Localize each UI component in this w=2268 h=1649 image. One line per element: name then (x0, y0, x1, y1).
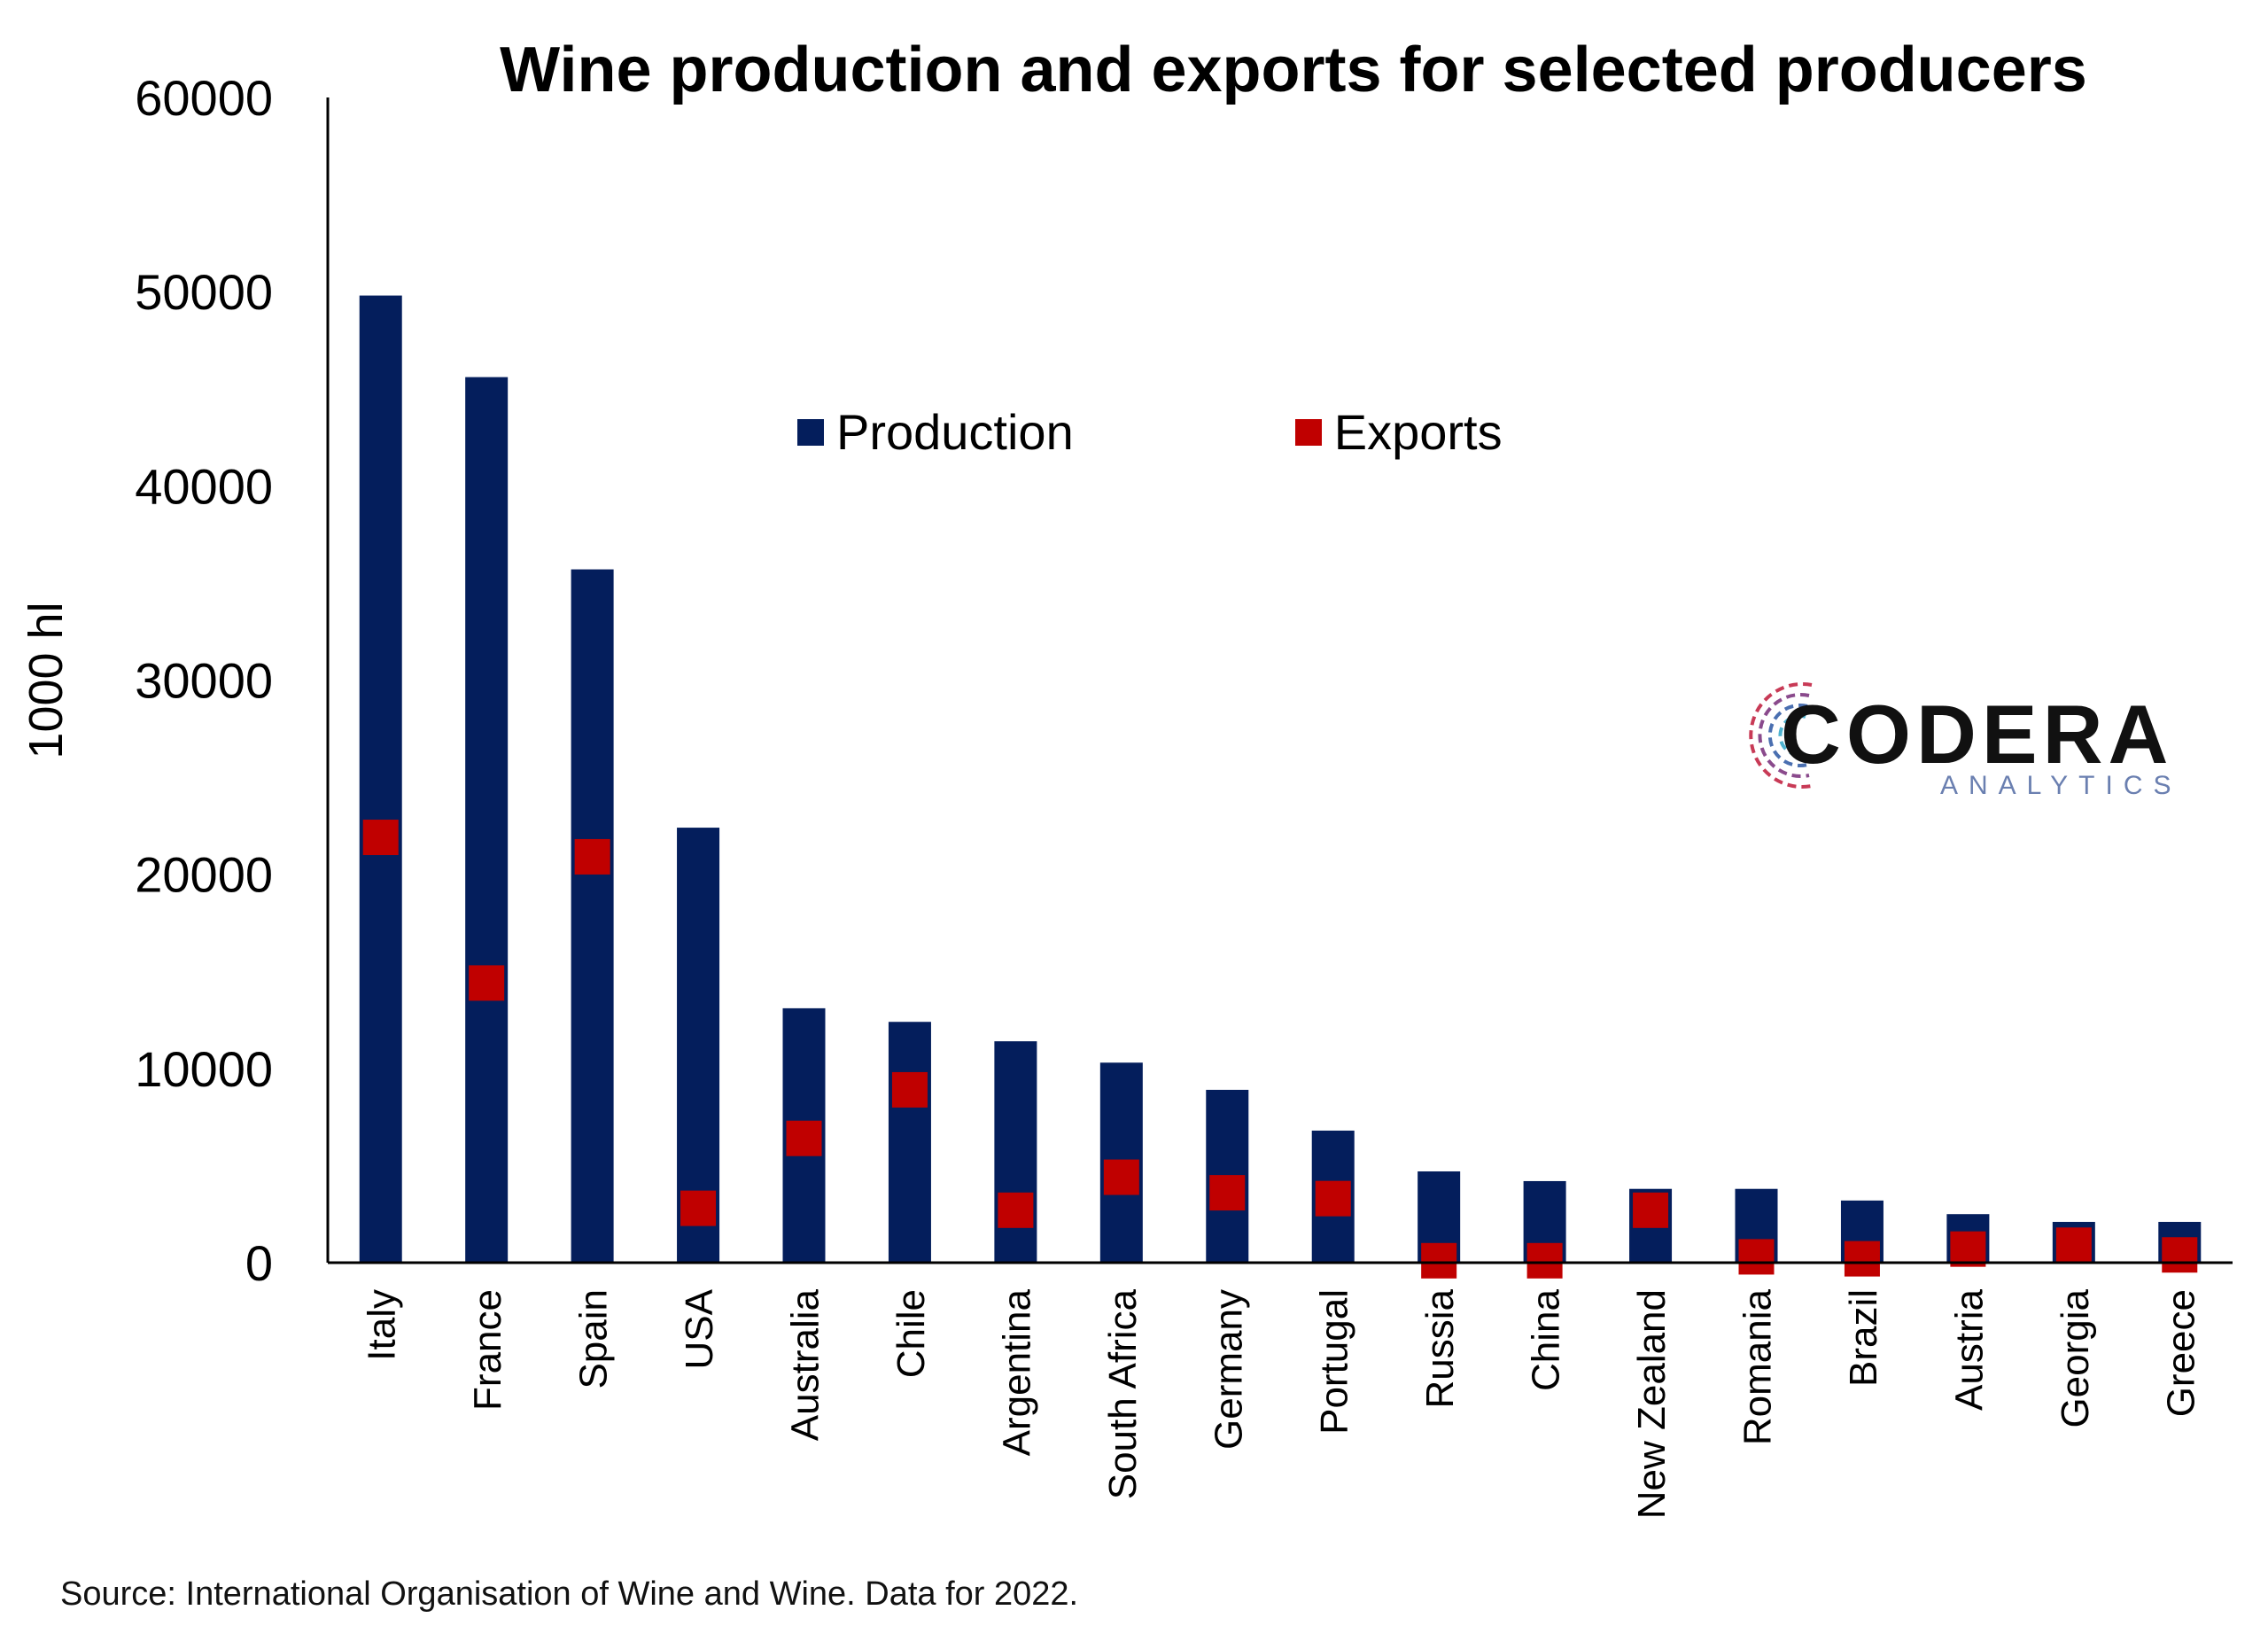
x-tick-label: France (466, 1289, 509, 1411)
x-tick-label: South Africa (1101, 1288, 1145, 1499)
logo-mark-icon (1749, 682, 1813, 789)
x-tick-label: Georgia (2054, 1288, 2097, 1427)
export-marker (1950, 1231, 1986, 1267)
legend-swatch-exports (1294, 418, 1322, 446)
export-marker (680, 1190, 717, 1226)
x-tick-label: Spain (572, 1289, 616, 1389)
x-tick-label: Greece (2159, 1289, 2202, 1417)
y-tick-label: 20000 (135, 847, 273, 903)
x-tick-label: Chile (889, 1289, 933, 1378)
export-marker (1421, 1242, 1457, 1279)
y-axis-ticks: 0 10000 20000 30000 40000 50000 60000 (135, 70, 273, 1291)
y-tick-label: 10000 (135, 1041, 273, 1097)
x-tick-label: Brazil (1842, 1289, 1885, 1387)
y-tick-label: 50000 (135, 264, 273, 320)
x-tick-label: China (1525, 1288, 1568, 1390)
export-marker (1844, 1241, 1880, 1277)
x-tick-label: Argentina (995, 1288, 1038, 1456)
export-marker (1103, 1159, 1139, 1195)
export-marker (469, 965, 505, 1001)
production-bar (465, 377, 509, 1264)
export-marker (1633, 1192, 1669, 1228)
export-marker (2162, 1237, 2198, 1273)
x-tick-label: Russia (1418, 1288, 1462, 1408)
export-marker (1526, 1242, 1563, 1279)
x-tick-label: Australia (784, 1288, 827, 1441)
axes (326, 97, 2233, 1264)
export-marker (998, 1192, 1034, 1228)
export-marker (1315, 1180, 1351, 1217)
legend: Production Exports (797, 403, 1503, 461)
production-bar (359, 295, 402, 1263)
y-tick-label: 0 (245, 1235, 273, 1291)
export-marker (362, 820, 399, 856)
x-tick-label: Romania (1736, 1288, 1780, 1445)
export-marker (1209, 1175, 1246, 1211)
production-bar (888, 1022, 931, 1263)
y-tick-label: 60000 (135, 70, 273, 126)
export-marker (2055, 1227, 2092, 1264)
x-tick-label: Germany (1207, 1289, 1250, 1450)
x-tick-label: New Zealand (1630, 1289, 1674, 1519)
export-marker (786, 1120, 822, 1156)
x-tick-label: Italy (361, 1289, 404, 1361)
logo-tagline: ANALYTICS (1940, 771, 2182, 800)
production-bar (571, 569, 614, 1263)
y-tick-label: 40000 (135, 458, 273, 514)
production-bar (677, 828, 720, 1263)
legend-item-exports: Exports (1294, 403, 1503, 461)
y-axis-title: 1000 hl (19, 602, 73, 758)
legend-label-exports: Exports (1333, 404, 1503, 460)
export-marker (1738, 1239, 1775, 1275)
export-markers (362, 820, 2198, 1279)
codera-logo: CODERA ANALYTICS (1728, 660, 2188, 811)
legend-label-production: Production (836, 404, 1074, 460)
export-marker (574, 838, 610, 875)
y-tick-label: 30000 (135, 653, 273, 709)
x-tick-label: Austria (1947, 1288, 1991, 1410)
logo-name: CODERA (1781, 688, 2174, 781)
production-bar (994, 1041, 1037, 1263)
chart-title: Wine production and exports for selected… (500, 35, 2087, 105)
legend-item-production: Production (797, 403, 1074, 461)
y-axis-label: 1000 hl (19, 602, 73, 758)
x-tick-label: Portugal (1313, 1289, 1356, 1435)
x-axis-ticks: Italy France Spain USA Australia Chile Argenti… (361, 1288, 2203, 1519)
legend-swatch-production (797, 418, 824, 446)
x-tick-label: USA (678, 1288, 721, 1369)
export-marker (891, 1071, 928, 1108)
source-note: Source: International Organisation of Wi… (60, 1575, 1079, 1613)
